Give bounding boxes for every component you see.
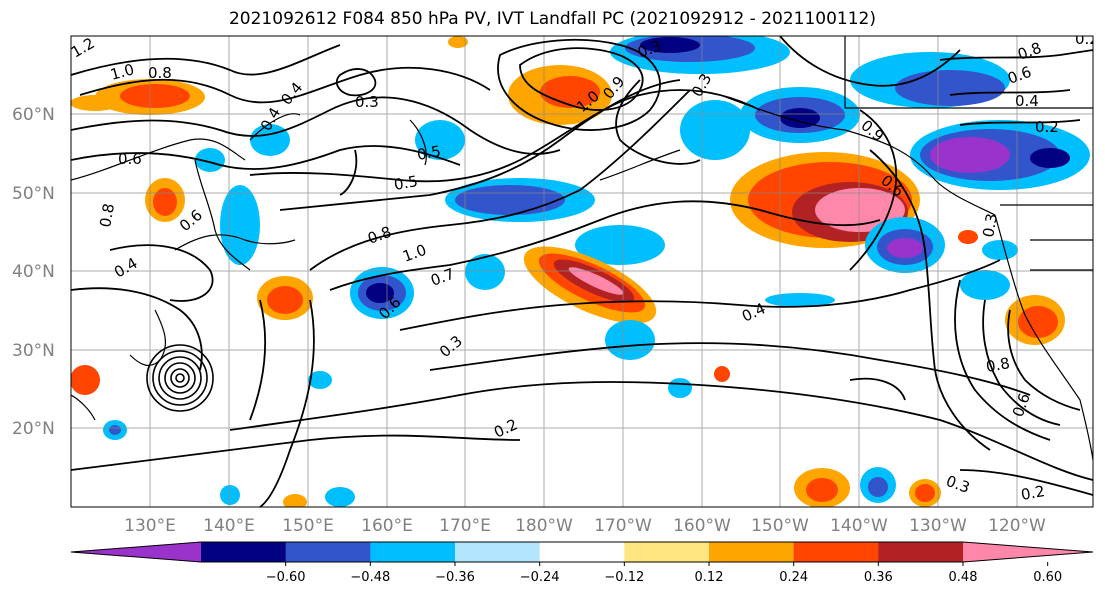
colorbar-segment	[370, 542, 456, 562]
colorbar-segment	[793, 542, 879, 562]
colorbar-segment	[455, 542, 541, 562]
contour-label: 0.4	[1015, 92, 1039, 110]
lon-label: 160°E	[361, 516, 413, 536]
contour-label: 0.8	[148, 64, 172, 82]
lat-label: 30°N	[12, 341, 55, 361]
typhoon-contours	[146, 344, 214, 412]
contour-label: 1.0	[108, 60, 136, 84]
latitude-labels: 60°N 50°N 40°N 30°N 20°N	[12, 105, 55, 439]
colorbar-segment	[201, 542, 287, 562]
contours	[71, 36, 1093, 507]
colorbar-tick-label: 0.48	[949, 570, 978, 585]
lon-label: 150°E	[282, 516, 334, 536]
colorbar-segment	[285, 542, 371, 562]
longitude-labels: 130°E 140°E 150°E 160°E 170°E 180°W 170°…	[124, 516, 1046, 536]
colorbar-segment	[709, 542, 795, 562]
figure-title: 2021092612 F084 850 hPa PV, IVT Landfall…	[228, 9, 876, 29]
contour-label: 0.3	[355, 93, 379, 111]
colorbar-tick-label: 0.24	[779, 570, 808, 585]
map-frame	[70, 35, 1094, 508]
contour-label: 0.5	[393, 172, 420, 194]
shaded-field	[71, 36, 1090, 507]
lat-label: 50°N	[12, 184, 55, 204]
colorbar-tick-label: 0.36	[864, 570, 893, 585]
colorbar-tick-label: −0.36	[435, 570, 475, 585]
lon-label: 170°E	[439, 516, 491, 536]
lon-label: 140°E	[203, 516, 255, 536]
colorbar-tick-label: −0.48	[350, 570, 390, 585]
lon-label: 170°W	[594, 516, 652, 536]
graticule	[71, 36, 1093, 507]
contour-label: 0.2	[1020, 482, 1047, 504]
colorbar-tick-label: 0.12	[695, 570, 724, 585]
colorbar-segment	[624, 542, 710, 562]
contour-label: 0.6	[118, 150, 142, 168]
colorbar-extend-high	[963, 542, 1093, 562]
lat-label: 40°N	[12, 262, 55, 282]
lon-label: 150°W	[751, 516, 809, 536]
colorbar-segment	[539, 542, 625, 562]
lon-label: 120°W	[988, 516, 1046, 536]
lat-label: 60°N	[12, 105, 55, 125]
lon-label: 140°W	[830, 516, 888, 536]
colorbar-tick-label: 0.60	[1033, 570, 1062, 585]
colorbar-outline	[70, 541, 1094, 563]
colorbar-tick-label: −0.12	[604, 570, 644, 585]
lat-label: 20°N	[12, 419, 55, 439]
lon-label: 130°E	[124, 516, 176, 536]
colorbar: −0.60 −0.48 −0.36 −0.24 −0.12 0.12 0.24 0.36 0.4…	[70, 541, 1094, 585]
colorbar-tick-label: −0.60	[266, 570, 306, 585]
lon-label: 180°W	[515, 516, 573, 536]
colorbar-extend-low	[71, 542, 201, 562]
contour-label: 0.2	[1035, 118, 1059, 136]
colorbar-segment	[878, 542, 964, 562]
lon-label: 160°W	[673, 516, 731, 536]
colorbar-tick-label: −0.24	[520, 570, 560, 585]
contour-label: 0.2	[1075, 30, 1099, 48]
contour-label: 0.8	[96, 202, 118, 229]
contour-label: 0.3	[979, 212, 1001, 239]
lon-label: 130°W	[909, 516, 967, 536]
contour-label: 0.8	[985, 354, 1012, 376]
contour-label: 0.5	[416, 142, 443, 164]
